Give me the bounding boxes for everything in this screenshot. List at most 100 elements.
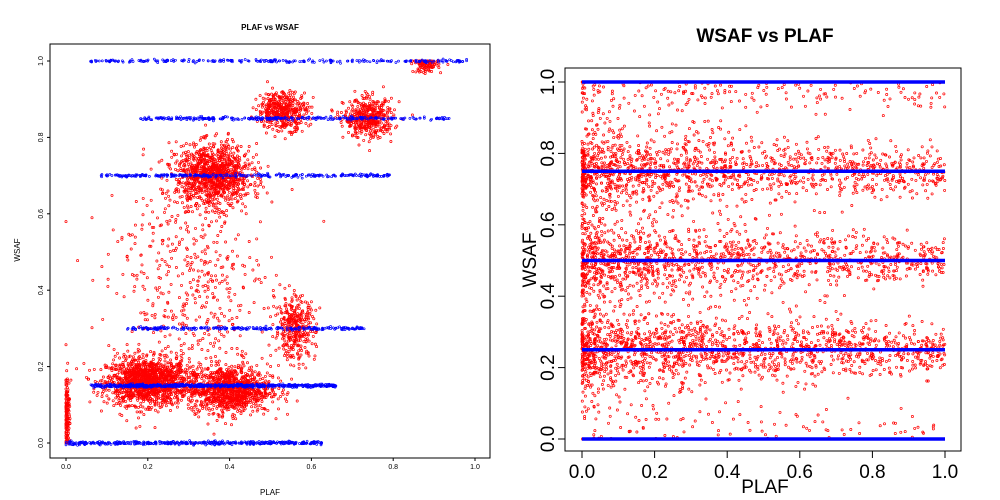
data-point <box>381 130 384 133</box>
data-point <box>285 307 289 311</box>
data-point <box>308 105 312 109</box>
data-point <box>182 160 186 164</box>
data-point <box>111 399 115 403</box>
data-point <box>439 71 443 75</box>
data-point <box>197 204 201 208</box>
data-point <box>269 365 273 368</box>
data-point <box>257 160 260 164</box>
data-point <box>197 375 201 379</box>
data-point <box>207 401 211 405</box>
data-point <box>258 94 262 98</box>
data-point <box>119 387 123 391</box>
data-point <box>207 389 211 392</box>
data-point <box>215 197 219 201</box>
data-point <box>250 365 254 369</box>
data-point <box>114 375 118 379</box>
data-point <box>173 200 177 204</box>
data-point <box>234 417 238 421</box>
data-point <box>236 407 240 411</box>
data-point <box>169 409 172 412</box>
data-point <box>231 140 235 144</box>
data-point <box>169 358 173 362</box>
data-point <box>186 162 190 166</box>
data-point <box>253 405 257 409</box>
data-point <box>271 400 275 404</box>
data-point <box>205 407 209 411</box>
data-point <box>226 194 230 198</box>
data-point <box>277 363 280 367</box>
data-point <box>144 358 148 362</box>
data-point <box>190 185 194 189</box>
data-point <box>284 94 288 98</box>
data-point <box>292 364 296 368</box>
data-point <box>246 179 250 183</box>
data-point <box>207 406 211 410</box>
data-point <box>112 358 116 362</box>
data-point <box>240 167 244 171</box>
data-point <box>278 101 281 105</box>
data-point <box>298 338 302 342</box>
data-point <box>253 184 257 188</box>
data-point <box>153 400 157 404</box>
data-point <box>271 86 274 90</box>
data-point <box>303 300 307 304</box>
data-point <box>120 414 124 417</box>
data-point <box>207 412 211 416</box>
data-point <box>247 369 251 372</box>
data-point <box>274 124 278 128</box>
data-point <box>233 388 237 392</box>
data-point <box>241 362 245 366</box>
data-point <box>353 133 357 137</box>
data-point <box>136 398 140 402</box>
data-point <box>389 140 393 143</box>
data-point <box>117 378 120 382</box>
data-point <box>121 361 125 364</box>
data-point <box>230 201 234 205</box>
data-point <box>117 368 121 372</box>
data-point <box>225 368 229 372</box>
data-point <box>153 408 157 412</box>
data-point <box>185 373 189 377</box>
data-point <box>65 369 69 373</box>
data-point <box>214 202 218 206</box>
data-point <box>180 185 184 189</box>
data-point <box>295 399 299 403</box>
data-point <box>260 105 264 109</box>
data-point <box>422 70 426 74</box>
data-point <box>186 210 190 214</box>
data-point <box>173 190 177 194</box>
data-point <box>99 368 103 372</box>
data-point <box>301 362 305 366</box>
data-point <box>155 397 159 401</box>
data-point <box>226 138 230 141</box>
data-point <box>217 359 221 363</box>
data-point <box>197 410 201 414</box>
data-point <box>255 142 259 145</box>
data-point <box>309 308 313 312</box>
data-point <box>305 111 308 115</box>
data-point <box>129 367 133 371</box>
data-point <box>282 336 286 340</box>
data-point <box>250 167 254 171</box>
data-point <box>220 158 224 162</box>
data-point <box>238 192 242 196</box>
data-point <box>267 108 271 112</box>
data-point <box>159 370 163 374</box>
data-point <box>188 155 191 159</box>
data-point <box>211 201 215 205</box>
data-point <box>307 339 311 343</box>
data-point <box>262 123 266 127</box>
data-point <box>243 205 247 209</box>
data-point <box>216 194 220 198</box>
data-point <box>296 99 300 103</box>
data-point <box>194 202 198 205</box>
data-point <box>417 70 421 74</box>
data-point <box>283 339 287 343</box>
data-point <box>205 374 209 377</box>
data-point <box>302 101 306 105</box>
data-point <box>258 177 262 181</box>
data-point <box>291 99 295 103</box>
data-point <box>350 109 354 113</box>
data-point <box>358 129 362 133</box>
data-point <box>244 164 248 168</box>
